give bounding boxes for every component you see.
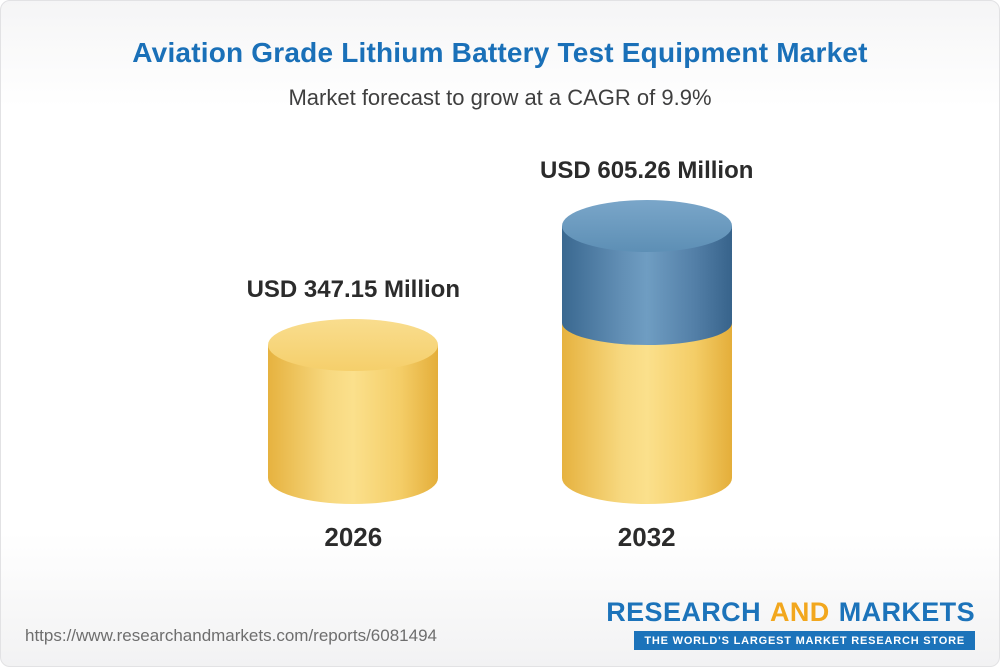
bar-category-label-2026: 2026 [324,522,383,552]
logo-word-and: AND [769,597,830,627]
bar-category-label-2032: 2032 [617,522,676,552]
chart-title: Aviation Grade Lithium Battery Test Equi… [132,37,868,68]
growth-segment-blue [561,200,732,345]
bar-group-2032: USD 605.26 Million 2032 [540,157,753,553]
research-and-markets-logo: RESEARCH AND MARKETS THE WORLD'S LARGEST… [606,599,975,650]
cylinder-top-cap-yellow [268,318,439,371]
report-url-link[interactable]: https://www.researchandmarkets.com/repor… [25,626,437,645]
logo-tagline: THE WORLD'S LARGEST MARKET RESEARCH STOR… [634,631,975,650]
bar-cylinder-2032 [561,200,732,504]
chart-subtitle: Market forecast to grow at a CAGR of 9.9… [288,85,712,110]
bar-value-label-2026: USD 347.15 Million [246,275,460,303]
bar-value-label-2032: USD 605.26 Million [540,157,754,184]
footer: https://www.researchandmarkets.com/repor… [1,599,999,650]
bar-group-2026: USD 347.15 Million 2026 [247,276,460,553]
logo-wordmark: RESEARCH AND MARKETS [606,599,975,626]
bar-cylinder-wrap-2026 [268,318,439,504]
chart-header: Aviation Grade Lithium Battery Test Equi… [1,1,999,111]
chart-area: USD 347.15 Million 2026 USD 605.26 Milli… [1,117,999,553]
logo-word-research: RESEARCH [606,597,761,627]
logo-word-markets: MARKETS [838,597,975,627]
cylinder-top-cap-blue [561,200,732,252]
bar-cylinder-wrap-2032 [561,199,732,504]
bar-cylinder-2026 [268,318,439,504]
